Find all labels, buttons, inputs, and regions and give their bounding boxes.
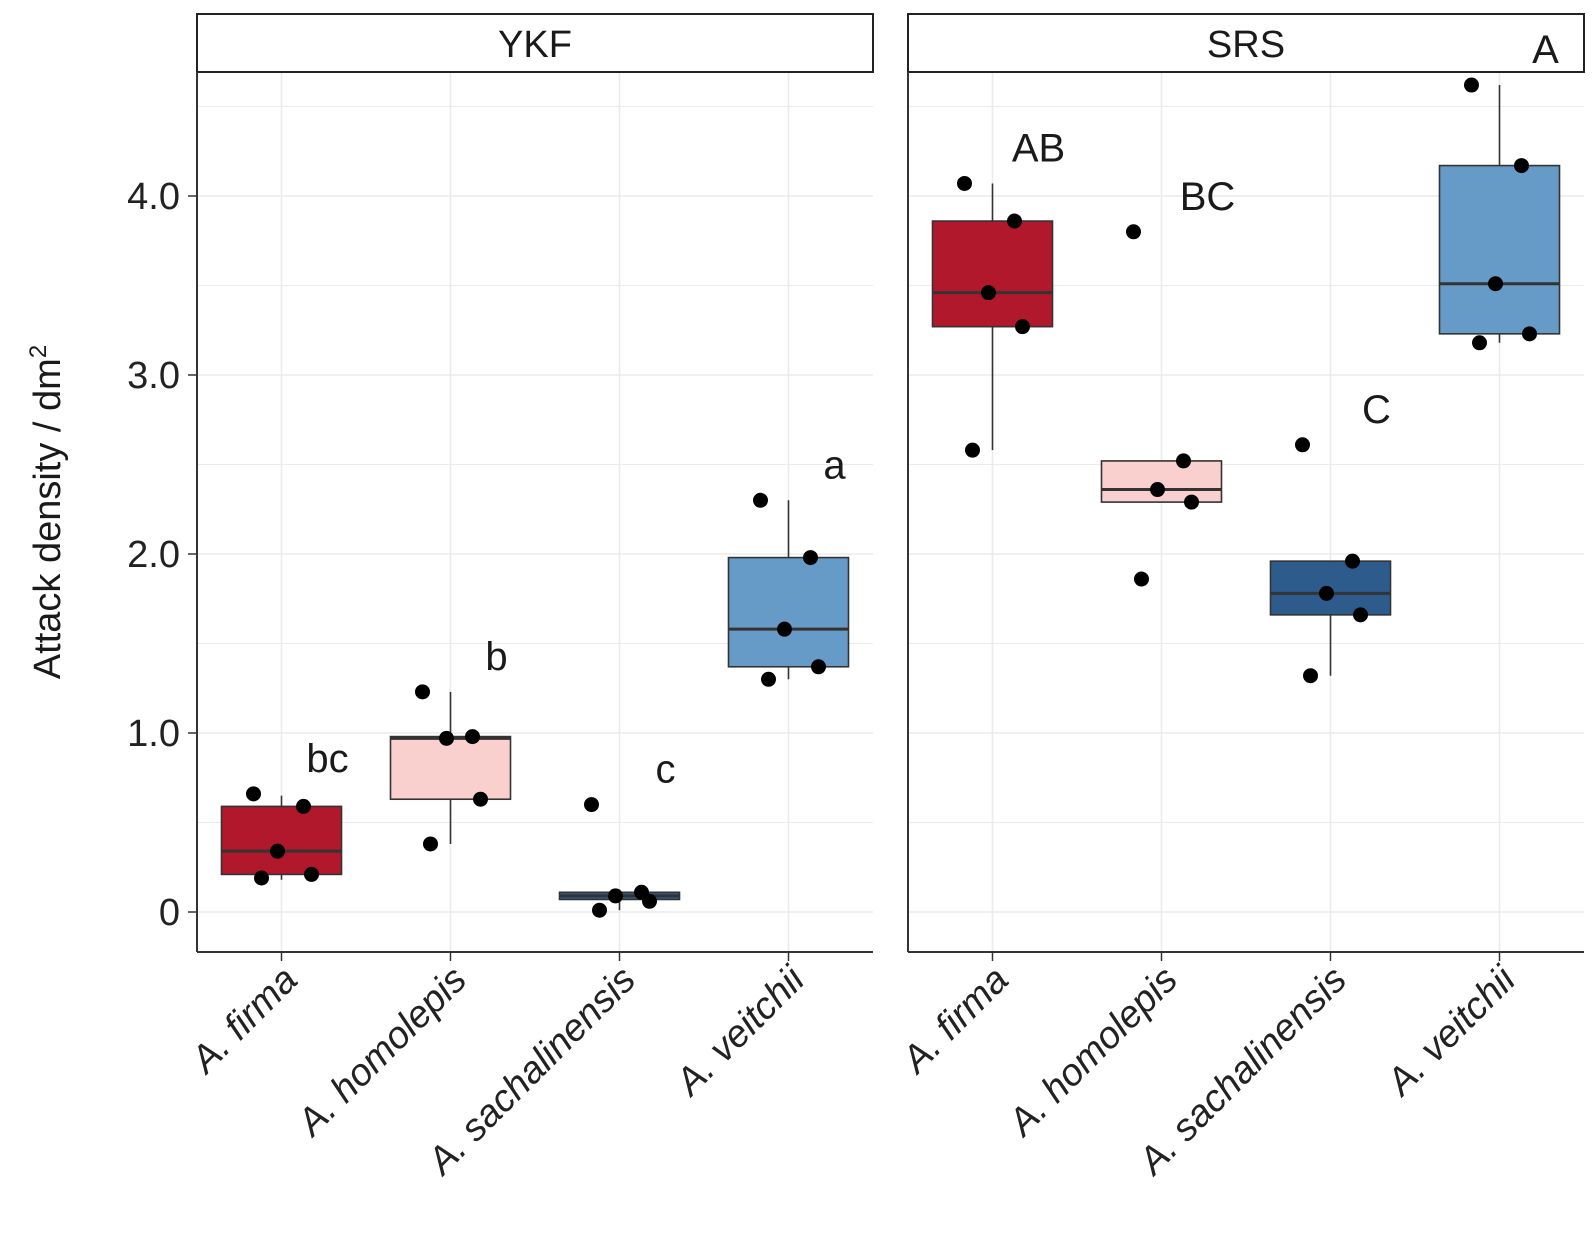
x-category-label: A. homolepis [999,959,1185,1145]
data-point [811,659,826,675]
data-point [1464,77,1479,93]
x-category-label: A. firma [893,959,1017,1083]
data-point [584,797,599,813]
data-point [642,893,657,909]
box-iqr [220,805,343,876]
significance-letter: BC [1180,175,1236,219]
data-point [1345,553,1360,569]
y-axis-title-superscript: 2 [25,345,52,358]
significance-letter: bc [306,737,348,781]
data-point [1472,335,1487,351]
box-iqr [1438,164,1561,335]
data-point [439,730,454,746]
box-iqr [727,556,850,668]
y-axis-title: Attack density / dm2 [25,345,69,679]
panel-strip-srs [907,13,1585,73]
x-category-label: A. veitchii [1378,958,1525,1105]
significance-letter: c [656,748,676,792]
data-point [254,870,269,886]
data-point [473,791,488,807]
x-category-label: A. homolepis [288,959,474,1145]
panel-strip-ykf [196,13,874,73]
data-point [803,550,818,566]
data-point [957,175,972,191]
box-iqr [1100,460,1223,503]
data-point [965,442,980,458]
x-category-label: A. veitchii [667,958,814,1105]
data-point [1150,482,1165,498]
data-point [1015,319,1030,335]
points-layer [246,77,1537,918]
data-point [761,671,776,687]
data-point [423,836,438,852]
data-point [1319,585,1334,601]
data-point [415,684,430,700]
significance-letter: a [823,443,846,487]
y-axis-title-text: Attack density / dm [27,358,69,679]
significance-letter: AB [1012,126,1065,170]
panel-title: SRS [1207,24,1285,66]
x-category-label: A. firma [182,959,306,1083]
significance-letter: A [1532,28,1559,72]
data-point [1295,437,1310,453]
data-point [304,866,319,882]
data-point [1522,326,1537,342]
data-point [981,285,996,301]
data-point [608,888,623,904]
significance-letter: b [485,635,507,679]
data-point [1134,571,1149,587]
data-point [1126,224,1141,240]
data-point [592,902,607,918]
box-iqr [931,220,1054,328]
data-point [1176,453,1191,469]
data-point [270,843,285,859]
y-tick-label: 4.0 [127,176,180,218]
box-iqr [1269,560,1392,616]
boxes-layer [220,85,1561,911]
data-point [246,786,261,802]
data-point [777,621,792,637]
data-point [1488,276,1503,292]
data-point [1353,607,1368,623]
data-point [753,492,768,508]
y-tick-label: 1.0 [127,713,180,755]
box-iqr [389,735,512,801]
grid-layer [197,72,1584,952]
y-tick-label: 2.0 [127,534,180,576]
frame-layer [188,13,1585,961]
data-point [1007,213,1022,229]
y-tick-label: 0 [159,892,180,934]
data-point [1184,494,1199,510]
significance-letter: C [1362,388,1391,432]
data-point [465,729,480,745]
data-point [296,798,311,814]
data-point [1514,158,1529,174]
data-point [1303,668,1318,684]
panel-title: YKF [498,24,572,66]
y-tick-label: 3.0 [127,355,180,397]
